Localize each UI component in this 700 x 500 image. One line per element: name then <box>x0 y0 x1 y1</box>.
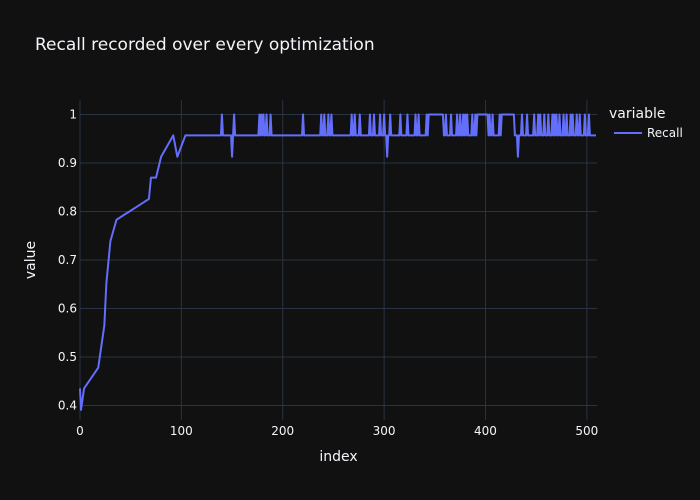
y-tick-label: 0.4 <box>58 398 77 412</box>
y-tick-label: 0.5 <box>58 350 77 364</box>
series-layer <box>79 113 596 411</box>
legend: variable Recall <box>609 106 683 140</box>
legend-label-recall[interactable]: Recall <box>647 126 683 140</box>
x-tick-label: 500 <box>575 424 598 438</box>
x-tick-label: 300 <box>373 424 396 438</box>
x-tick-label: 400 <box>474 424 497 438</box>
x-tick-label: 100 <box>170 424 193 438</box>
legend-title: variable <box>609 106 665 122</box>
series-line-recall[interactable] <box>79 113 596 411</box>
y-tick-label: 0.9 <box>58 156 77 170</box>
y-tick-label: 1 <box>69 108 77 122</box>
grid <box>79 100 597 420</box>
axes: 0 100 200 300 400 500 0.4 0.5 0.6 0.7 0.8 0.9 1 <box>58 108 598 438</box>
x-tick-label: 0 <box>76 424 84 438</box>
y-tick-label: 0.6 <box>58 301 77 315</box>
x-axis-title: index <box>319 449 357 465</box>
y-axis-title: value <box>23 241 39 279</box>
y-tick-label: 0.7 <box>58 253 77 267</box>
chart-title: Recall recorded over every optimization <box>35 35 375 55</box>
x-tick-label: 200 <box>271 424 294 438</box>
y-tick-label: 0.8 <box>58 205 77 219</box>
